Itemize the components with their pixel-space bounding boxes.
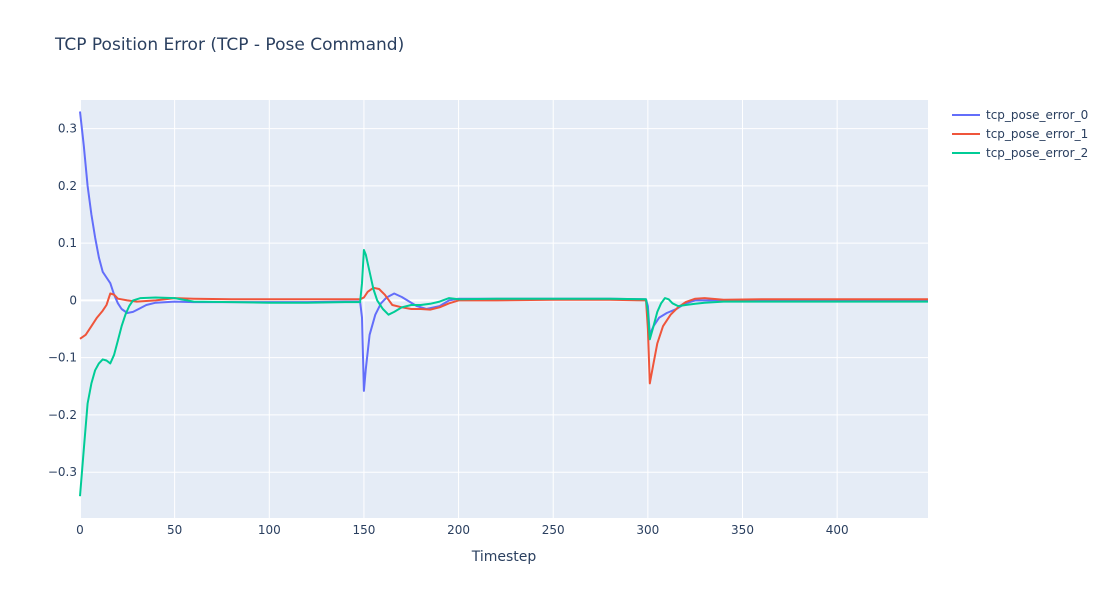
legend-item-0[interactable]: tcp_pose_error_0 — [952, 108, 1088, 122]
axis-ticks: 0 50 100 150 200 250 300 350 400 −0.3 −0.2 −0.1 0 0.1… — [48, 122, 849, 537]
x-tick-label: 100 — [258, 523, 281, 537]
legend-label: tcp_pose_error_0 — [986, 108, 1088, 122]
y-tick-label: 0.1 — [58, 236, 77, 250]
legend-label: tcp_pose_error_1 — [986, 127, 1088, 141]
x-tick-label: 150 — [352, 523, 375, 537]
legend-label: tcp_pose_error_2 — [986, 146, 1088, 160]
series-line-0 — [79, 111, 928, 392]
y-tick-label: −0.2 — [48, 408, 77, 422]
y-tick-label: −0.3 — [48, 465, 77, 479]
y-tick-label: 0 — [69, 293, 77, 307]
legend-item-2[interactable]: tcp_pose_error_2 — [952, 146, 1088, 160]
legend-item-1[interactable]: tcp_pose_error_1 — [952, 127, 1088, 141]
y-tick-label: −0.1 — [48, 351, 77, 365]
x-tick-label: 300 — [636, 523, 659, 537]
series-group — [79, 111, 928, 497]
x-tick-label: 200 — [447, 523, 470, 537]
x-tick-label: 400 — [826, 523, 849, 537]
legend[interactable]: tcp_pose_error_0 tcp_pose_error_1 tcp_pose… — [952, 108, 1088, 160]
x-tick-label: 0 — [76, 523, 84, 537]
plot-area — [80, 100, 928, 518]
chart-title: TCP Position Error (TCP - Pose Command) — [54, 35, 404, 55]
series-line-2 — [79, 249, 928, 497]
x-axis-title: Timestep — [471, 549, 537, 565]
y-tick-label: 0.2 — [58, 179, 77, 193]
x-tick-label: 250 — [542, 523, 565, 537]
x-tick-label: 350 — [731, 523, 754, 537]
y-tick-label: 0.3 — [58, 122, 77, 136]
x-tick-label: 50 — [167, 523, 182, 537]
